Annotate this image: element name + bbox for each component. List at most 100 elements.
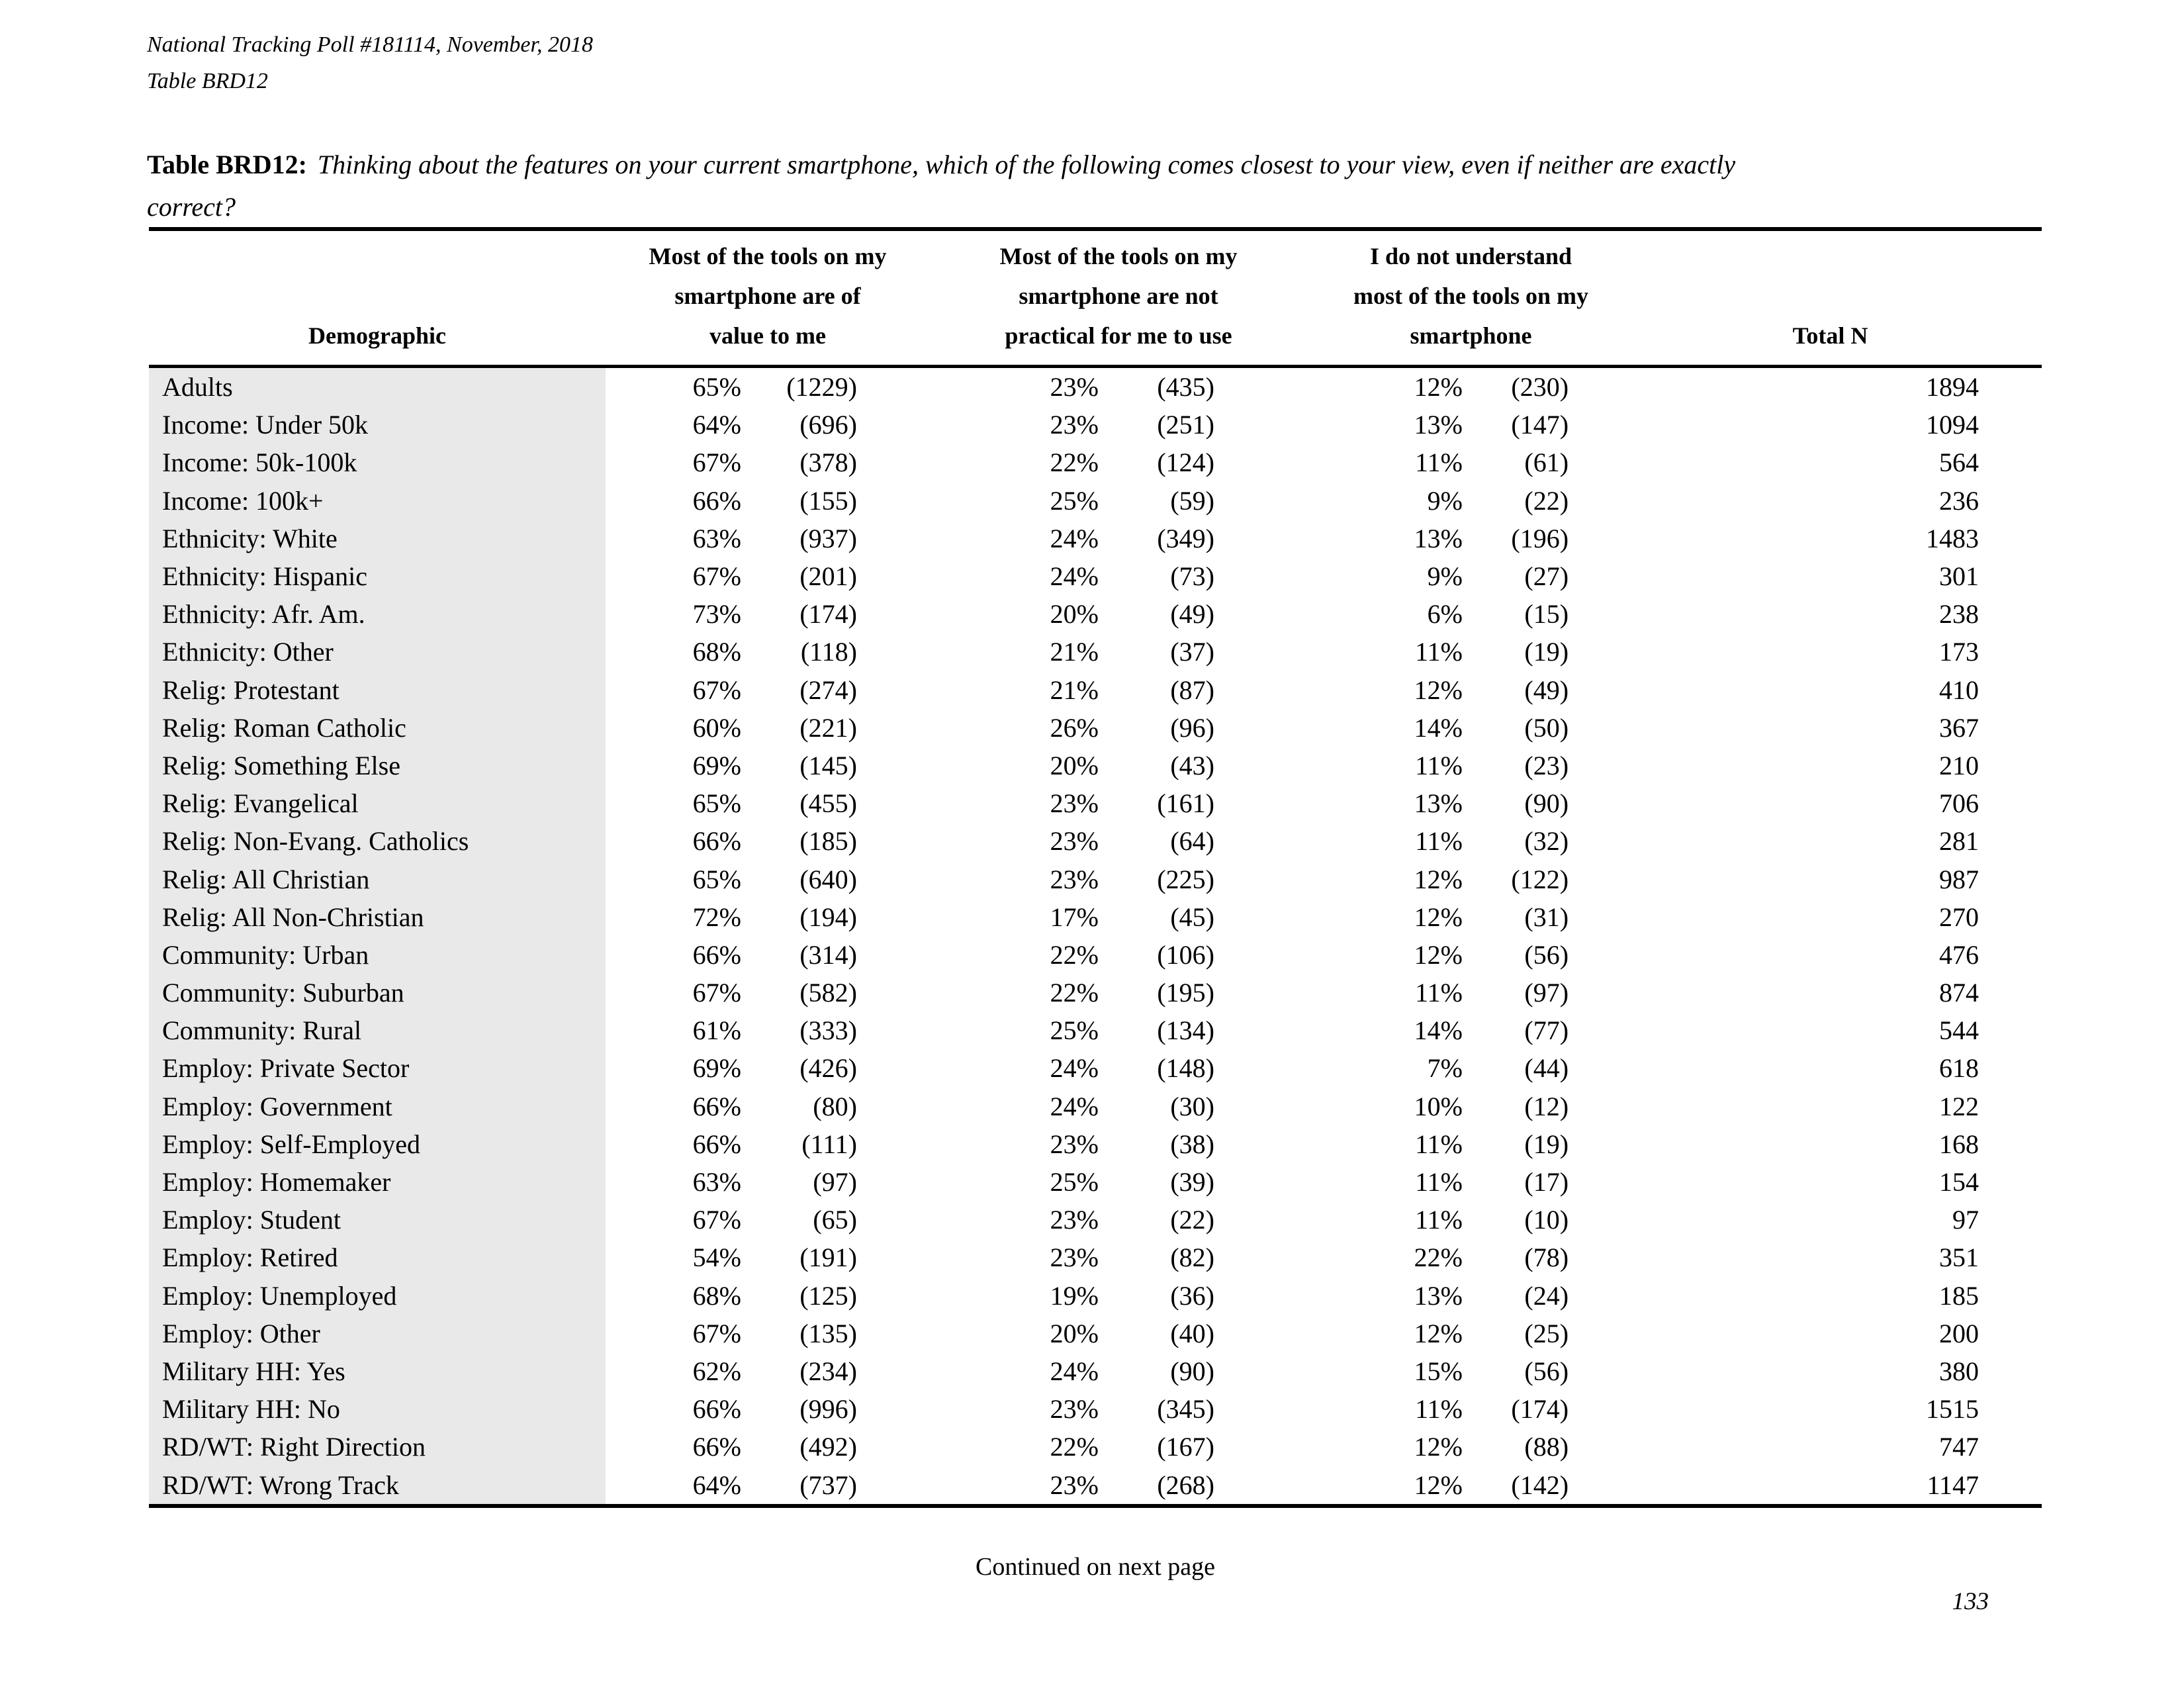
value-count-col1: (111) — [801, 1129, 857, 1159]
table-row: Military HH: Yes 62% (234) 24% (90) 15% … — [149, 1352, 2042, 1391]
value-pct-col3: 11% — [1415, 447, 1463, 478]
value-count-col1: (194) — [799, 902, 857, 932]
header-line: I do not understand — [1369, 243, 1572, 269]
value-pct-col1: 54% — [692, 1243, 741, 1273]
value-count-col1: (737) — [799, 1470, 857, 1500]
table-row: Ethnicity: Other 68% (118) 21% (37) 11% … — [149, 633, 2042, 671]
value-pct-col3: 12% — [1414, 1318, 1463, 1348]
value-total-n: 1147 — [1927, 1470, 1979, 1500]
row-label: Income: 100k+ — [149, 481, 606, 520]
value-count-col1: (80) — [813, 1091, 857, 1121]
row-label: Relig: Non-Evang. Catholics — [149, 822, 606, 861]
table-title-question: Thinking about the features on your curr… — [317, 150, 1736, 179]
value-pct-col2: 24% — [1050, 523, 1099, 553]
row-label: RD/WT: Right Direction — [149, 1428, 606, 1466]
table-row: Employ: Government 66% (80) 24% (30) 10%… — [149, 1087, 2042, 1125]
value-count-col2: (22) — [1170, 1205, 1214, 1235]
value-count-col3: (142) — [1511, 1470, 1569, 1500]
table-row: Relig: Evangelical 65% (455) 23% (161) 1… — [149, 784, 2042, 823]
value-count-col2: (90) — [1170, 1356, 1214, 1386]
header-line: value to me — [709, 322, 826, 349]
value-pct-col2: 23% — [1050, 1129, 1099, 1159]
value-total-n: 301 — [1939, 561, 1979, 592]
value-pct-col1: 68% — [692, 637, 741, 667]
value-count-col3: (90) — [1524, 788, 1569, 819]
value-count-col1: (492) — [799, 1432, 857, 1462]
value-count-col1: (155) — [799, 485, 857, 516]
value-total-n: 476 — [1939, 939, 1979, 970]
value-pct-col1: 65% — [692, 864, 741, 894]
value-count-col3: (19) — [1524, 637, 1569, 667]
value-count-col1: (333) — [799, 1015, 857, 1046]
value-pct-col2: 26% — [1050, 712, 1099, 743]
table-row: Relig: Roman Catholic 60% (221) 26% (96)… — [149, 708, 2042, 747]
header-line: Total N — [1792, 322, 1868, 349]
value-pct-col3: 7% — [1427, 1053, 1463, 1084]
value-count-col3: (12) — [1524, 1091, 1569, 1121]
header-line: Most of the tools on my — [999, 243, 1238, 269]
value-count-col1: (65) — [813, 1205, 857, 1235]
value-pct-col1: 67% — [692, 561, 741, 592]
value-pct-col2: 24% — [1050, 1356, 1099, 1386]
header-line: practical for me to use — [1005, 322, 1232, 349]
row-label: Community: Urban — [149, 935, 606, 974]
value-count-col1: (118) — [800, 637, 857, 667]
value-pct-col2: 22% — [1050, 447, 1099, 478]
table-row: Income: Under 50k 64% (696) 23% (251) 13… — [149, 406, 2042, 444]
table-row: RD/WT: Wrong Track 64% (737) 23% (268) 1… — [149, 1466, 2042, 1506]
value-count-col2: (124) — [1157, 447, 1214, 478]
table-row: Adults 65% (1229) 23% (435) 12% (230) 18… — [149, 366, 2042, 406]
row-label: Relig: Protestant — [149, 671, 606, 709]
row-label: Employ: Homemaker — [149, 1162, 606, 1201]
row-label: Income: Under 50k — [149, 406, 606, 444]
value-count-col2: (87) — [1170, 675, 1214, 705]
value-pct-col1: 67% — [692, 675, 741, 705]
table-row: Employ: Unemployed 68% (125) 19% (36) 13… — [149, 1276, 2042, 1315]
row-label: Military HH: No — [149, 1390, 606, 1429]
value-pct-col1: 66% — [692, 485, 741, 516]
value-total-n: 270 — [1939, 902, 1979, 932]
column-header-demographic: Demographic — [308, 322, 446, 349]
value-count-col2: (225) — [1157, 864, 1214, 894]
value-count-col3: (97) — [1524, 978, 1569, 1008]
value-total-n: 97 — [1952, 1205, 1979, 1235]
value-pct-col2: 24% — [1050, 1091, 1099, 1121]
table-header: Demographic Most of the tools on my smar… — [149, 229, 2042, 367]
value-total-n: 210 — [1939, 750, 1979, 780]
row-label: Relig: Something Else — [149, 746, 606, 785]
column-header-tools-of-value: Most of the tools on my smartphone are o… — [606, 229, 887, 367]
value-count-col1: (582) — [799, 978, 857, 1008]
value-count-col1: (1229) — [786, 372, 857, 402]
value-pct-col3: 12% — [1414, 864, 1463, 894]
header-line: most of the tools on my — [1353, 283, 1588, 309]
value-count-col2: (30) — [1170, 1091, 1214, 1121]
value-count-col2: (39) — [1170, 1167, 1214, 1197]
value-count-col3: (174) — [1511, 1394, 1569, 1425]
value-count-col2: (345) — [1157, 1394, 1214, 1425]
value-total-n: 410 — [1939, 675, 1979, 705]
value-count-col2: (148) — [1157, 1053, 1214, 1084]
value-pct-col3: 9% — [1427, 485, 1463, 516]
value-pct-col1: 67% — [692, 447, 741, 478]
table-row: Community: Suburban 67% (582) 22% (195) … — [149, 974, 2042, 1012]
value-count-col2: (167) — [1157, 1432, 1214, 1462]
value-pct-col2: 22% — [1050, 939, 1099, 970]
table-row: Relig: Protestant 67% (274) 21% (87) 12%… — [149, 671, 2042, 709]
value-count-col1: (378) — [799, 447, 857, 478]
row-label: Employ: Private Sector — [149, 1049, 606, 1088]
value-pct-col1: 67% — [692, 978, 741, 1008]
value-pct-col1: 66% — [692, 939, 741, 970]
table-row: Ethnicity: White 63% (937) 24% (349) 13%… — [149, 519, 2042, 557]
table-row: Employ: Other 67% (135) 20% (40) 12% (25… — [149, 1314, 2042, 1352]
value-pct-col1: 65% — [692, 372, 741, 402]
table-row: Relig: Non-Evang. Catholics 66% (185) 23… — [149, 822, 2042, 861]
value-pct-col2: 23% — [1050, 1205, 1099, 1235]
row-label: Employ: Student — [149, 1201, 606, 1239]
value-count-col3: (122) — [1511, 864, 1569, 894]
value-count-col3: (196) — [1511, 523, 1569, 553]
column-header-total-n: Total N — [1569, 229, 2042, 367]
header-line: Most of the tools on my — [649, 243, 887, 269]
value-pct-col3: 22% — [1414, 1243, 1463, 1273]
value-count-col2: (349) — [1157, 523, 1214, 553]
